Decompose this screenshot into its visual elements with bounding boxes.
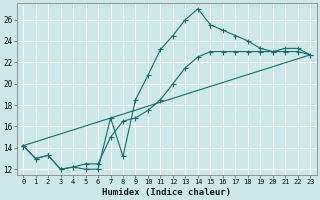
X-axis label: Humidex (Indice chaleur): Humidex (Indice chaleur) [102,188,231,197]
